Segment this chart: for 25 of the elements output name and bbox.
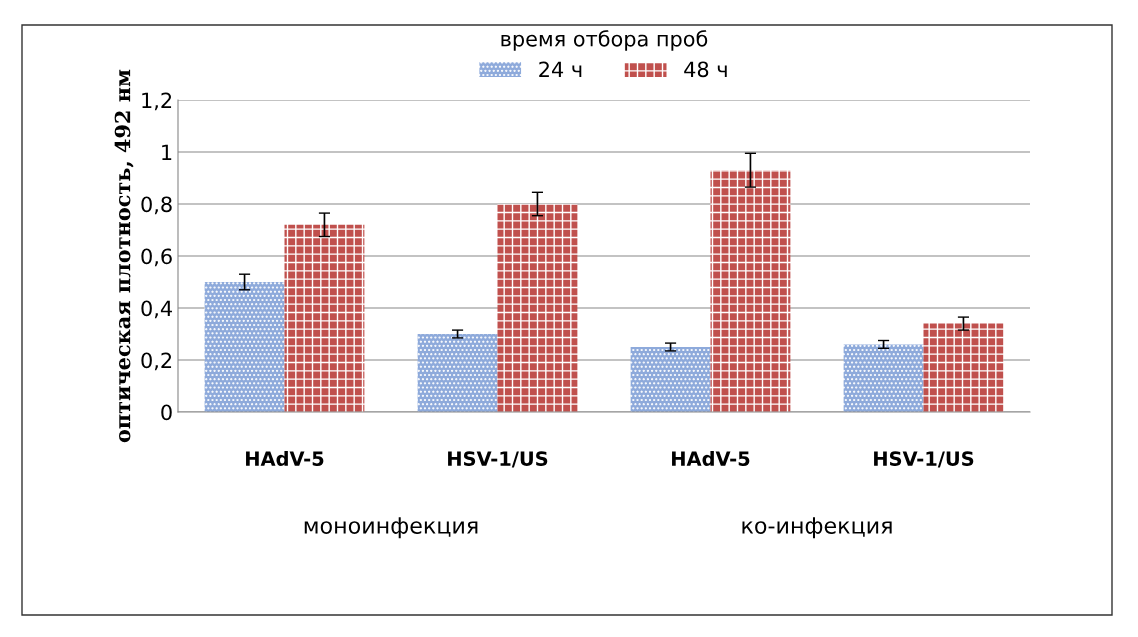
legend-title: время отбора проб: [501, 30, 708, 51]
bar: [284, 224, 365, 412]
bar: [497, 204, 578, 412]
text: моноинфекция: [304, 517, 478, 539]
y-tick-label: 0,6: [141, 248, 172, 267]
bar: [710, 170, 791, 412]
y-tick-label: 0,8: [141, 196, 172, 215]
x-tick-label: HAdV-5: [246, 450, 324, 466]
y-axis-title: оптическая плотность, 492 нм: [114, 69, 134, 443]
x-tick-label: HSV-1/US: [448, 451, 548, 468]
y-tick-label: 0,2: [141, 352, 172, 371]
legend-label: 24 ч: [539, 61, 582, 77]
y-tick-label: 0,4: [141, 300, 172, 319]
y-tick-label: 0: [161, 404, 172, 421]
bar: [204, 282, 285, 412]
legend-label: 48 ч: [684, 61, 727, 78]
bar: [417, 334, 498, 412]
x-tick-label: HSV-1/US: [874, 451, 974, 468]
bar: [630, 347, 711, 412]
text: ко-инфекция: [742, 517, 892, 539]
y-tick-label: 1,2: [142, 92, 172, 111]
x-tick-label: HAdV-5: [672, 450, 750, 466]
y-tick-label: 1: [162, 144, 172, 160]
bar: [843, 344, 924, 412]
bar: [923, 323, 1004, 412]
